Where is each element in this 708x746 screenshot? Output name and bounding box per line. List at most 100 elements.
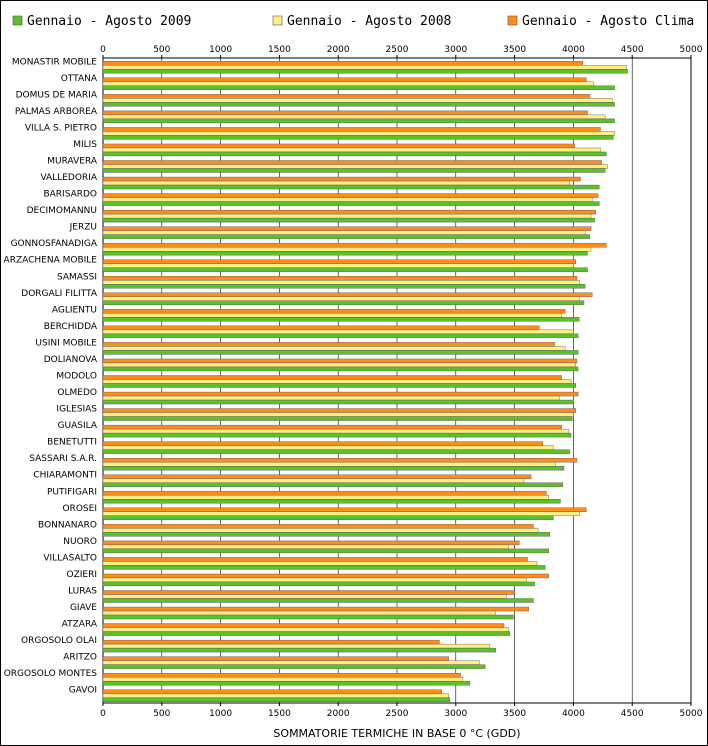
- legend-label: Gennaio - Agosto Clima: [522, 14, 694, 29]
- bar: [102, 478, 525, 483]
- x-tick-label-bottom: 0: [100, 709, 106, 719]
- bar: [102, 532, 551, 537]
- bar: [102, 77, 587, 83]
- bar: [102, 325, 540, 331]
- bar: [102, 176, 581, 182]
- bar: [102, 581, 535, 587]
- legend-swatch: [507, 15, 518, 26]
- bar: [102, 226, 592, 231]
- bar: [102, 242, 607, 248]
- bar: [102, 284, 586, 289]
- bar: [102, 465, 565, 471]
- x-tick-label-bottom: 1500: [268, 709, 291, 719]
- x-axis-title: SOMMATORIE TERMICHE IN BASE 0 °C (GDD): [273, 727, 520, 740]
- bar: [102, 329, 574, 335]
- x-tick-label-bottom: 4500: [621, 709, 644, 719]
- bar: [102, 358, 578, 364]
- bar: [102, 540, 520, 546]
- category-label: VILLASALTO: [43, 553, 97, 563]
- category-label: BARISARDO: [43, 190, 97, 200]
- bar: [102, 656, 449, 661]
- bar: [102, 61, 584, 66]
- bar: [102, 193, 599, 198]
- bar: [102, 606, 529, 612]
- bar: [102, 143, 575, 149]
- bar: [102, 118, 615, 124]
- bar: [102, 263, 574, 268]
- x-tick-label-bottom: 2000: [327, 709, 350, 719]
- bar: [102, 85, 615, 91]
- bar: [102, 412, 574, 417]
- bar: [102, 495, 549, 500]
- category-label: ORGOSOLO OLAI: [21, 636, 97, 646]
- bar: [102, 180, 571, 186]
- bar: [102, 98, 613, 103]
- bar: [102, 499, 561, 504]
- category-label: GAVOI: [69, 686, 97, 696]
- bar: [102, 445, 554, 450]
- x-tick-label-bottom: 1000: [209, 709, 232, 719]
- category-label: MURAVERA: [47, 157, 98, 167]
- bar: [102, 474, 532, 479]
- bar: [102, 428, 569, 434]
- x-tick-label-bottom: 3500: [503, 709, 526, 719]
- bar: [102, 544, 509, 550]
- bar: [102, 309, 566, 314]
- category-label: BERCHIDDA: [44, 322, 98, 332]
- bar: [102, 672, 461, 678]
- bar: [102, 491, 547, 496]
- bar: [102, 676, 464, 682]
- bar: [102, 391, 579, 397]
- bar: [102, 276, 578, 281]
- bar: [102, 81, 594, 87]
- bar: [102, 627, 509, 632]
- category-label: JERZU: [69, 223, 97, 233]
- x-tick-label-top: 2000: [327, 45, 350, 55]
- x-tick-label-bottom: 5000: [680, 709, 703, 719]
- x-tick-label-top: 1000: [209, 45, 232, 55]
- x-tick-label-top: 4000: [562, 45, 585, 55]
- bar: [102, 577, 527, 583]
- bar: [102, 250, 588, 256]
- bar: [102, 610, 496, 616]
- bar: [102, 160, 602, 165]
- category-label: ARZACHENA MOBILE: [4, 256, 98, 266]
- bar: [102, 362, 576, 368]
- bar: [102, 164, 608, 169]
- bar: [102, 333, 579, 339]
- x-tick-label-top: 2500: [386, 45, 409, 55]
- legend-swatch: [12, 15, 23, 26]
- category-label: VALLEDORIA: [40, 173, 97, 183]
- bar: [102, 511, 580, 517]
- bar: [102, 127, 601, 132]
- category-label: DOMUS DE MARIA: [16, 90, 98, 100]
- bar: [102, 131, 615, 136]
- category-label: PUTIFIGARI: [47, 487, 97, 497]
- bar: [102, 209, 596, 215]
- bar: [102, 217, 595, 223]
- category-label: OLMEDO: [57, 388, 97, 398]
- legend-label: Gennaio - Agosto 2008: [287, 14, 451, 29]
- legend-swatch: [272, 15, 283, 26]
- bar: [102, 65, 627, 70]
- bar: [102, 449, 571, 454]
- bar: [102, 441, 544, 446]
- bar: [102, 557, 528, 562]
- bar: [102, 395, 560, 401]
- bar: [102, 135, 614, 140]
- category-label: ORGOSOLO MONTES: [4, 669, 98, 679]
- bar: [102, 594, 507, 599]
- bar: [102, 524, 534, 529]
- bar: [102, 184, 600, 190]
- category-label: BONNANARO: [38, 520, 97, 530]
- bar: [102, 693, 449, 698]
- category-label: OROSEI: [63, 504, 97, 514]
- x-tick-label-bottom: 4000: [562, 709, 585, 719]
- x-tick-label-top: 3500: [503, 45, 526, 55]
- bar: [102, 300, 585, 306]
- category-label: DOLIANOVA: [44, 355, 98, 365]
- bar: [102, 375, 562, 380]
- bar: [102, 234, 591, 239]
